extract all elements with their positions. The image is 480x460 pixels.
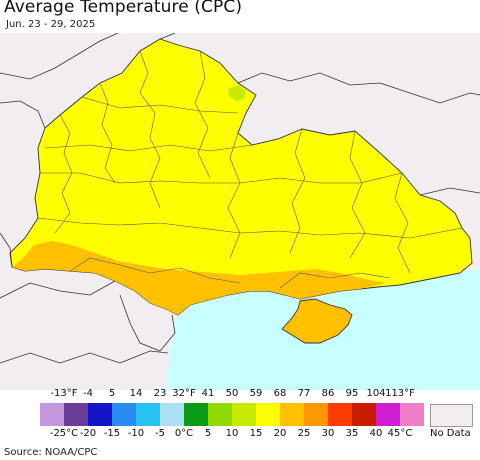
celsius-tick: 20 xyxy=(273,428,287,439)
fahrenheit-tick: -13°F xyxy=(50,388,78,399)
nodata-label: No Data xyxy=(430,428,471,439)
celsius-tick: -5 xyxy=(155,428,165,439)
fahrenheit-tick: 68 xyxy=(273,388,287,399)
neighbour-borders xyxy=(0,33,480,364)
legend-swatch xyxy=(304,403,328,426)
celsius-tick: 10 xyxy=(225,428,239,439)
fahrenheit-tick: 113°F xyxy=(385,388,415,399)
legend-swatch xyxy=(64,403,88,426)
temperature-map xyxy=(0,33,480,390)
fahrenheit-tick: -4 xyxy=(83,388,93,399)
celsius-tick: 25 xyxy=(297,428,311,439)
fahrenheit-tick: 14 xyxy=(129,388,143,399)
color-scale xyxy=(40,403,424,426)
oblast-boundaries xyxy=(37,50,463,289)
crimea xyxy=(281,298,353,344)
legend-swatch xyxy=(40,403,64,426)
legend-swatch xyxy=(256,403,280,426)
legend-swatch xyxy=(328,403,352,426)
celsius-tick: -25°C xyxy=(49,428,79,439)
map-date-range: Jun. 23 - 29, 2025 xyxy=(6,19,96,30)
legend-swatch xyxy=(160,403,184,426)
map-title: Average Temperature (CPC) xyxy=(4,0,243,17)
legend-swatch xyxy=(208,403,232,426)
legend-swatch xyxy=(88,403,112,426)
celsius-tick: 5 xyxy=(204,428,212,439)
legend-swatch xyxy=(280,403,304,426)
source-credit: Source: NOAA/CPC xyxy=(4,447,98,458)
fahrenheit-tick: 104 xyxy=(366,388,386,399)
fahrenheit-tick: 77 xyxy=(297,388,311,399)
fahrenheit-tick: 59 xyxy=(249,388,263,399)
fahrenheit-tick: 86 xyxy=(321,388,335,399)
celsius-tick: 45°C xyxy=(387,428,413,439)
celsius-tick: 15 xyxy=(249,428,263,439)
region-15-20c xyxy=(9,38,473,316)
legend-swatch xyxy=(232,403,256,426)
celsius-tick: -20 xyxy=(79,428,97,439)
region-20-25c xyxy=(12,241,385,315)
celsius-tick: 35 xyxy=(345,428,359,439)
fahrenheit-tick: 32°F xyxy=(172,388,196,399)
celsius-tick: -10 xyxy=(127,428,145,439)
legend-swatch xyxy=(376,403,400,426)
legend: No Data -13°F -4 5 14 23 32°F 41 50 59 68 77 86 95 10… xyxy=(0,386,480,448)
nodata-swatch xyxy=(430,404,473,427)
legend-swatch xyxy=(400,403,424,426)
celsius-tick: -15 xyxy=(103,428,121,439)
celsius-tick: 40 xyxy=(369,428,383,439)
fahrenheit-tick: 23 xyxy=(153,388,167,399)
fahrenheit-tick: 5 xyxy=(108,388,116,399)
region-10-15c xyxy=(228,85,246,101)
legend-swatch xyxy=(352,403,376,426)
fahrenheit-tick: 50 xyxy=(225,388,239,399)
legend-swatch xyxy=(184,403,208,426)
legend-swatch xyxy=(136,403,160,426)
celsius-tick: 0°C xyxy=(174,428,194,439)
fahrenheit-tick: 95 xyxy=(345,388,359,399)
celsius-tick: 30 xyxy=(321,428,335,439)
legend-swatch xyxy=(112,403,136,426)
fahrenheit-tick: 41 xyxy=(201,388,215,399)
